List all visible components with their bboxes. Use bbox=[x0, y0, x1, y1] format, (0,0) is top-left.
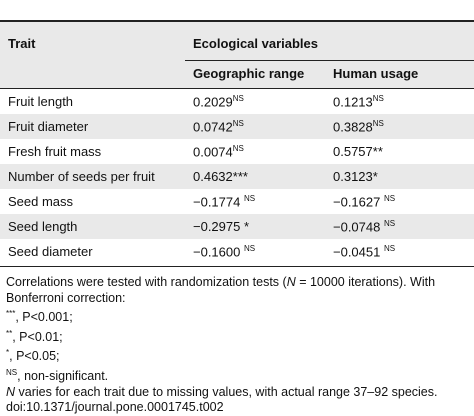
cell-significance: NS bbox=[243, 194, 256, 203]
legend-note: *, P<0.05; bbox=[6, 345, 472, 365]
legend-symbol: ** bbox=[6, 328, 13, 338]
cell: 0.0742NS bbox=[193, 119, 244, 134]
doi: doi:10.1371/journal.pone.0001745.t002 bbox=[6, 400, 224, 415]
cell-value: 0.2029 bbox=[193, 94, 233, 110]
legend-text: , P<0.001; bbox=[15, 310, 73, 325]
cell: 0.0074NS bbox=[193, 144, 244, 159]
trait: Seed length bbox=[8, 219, 78, 234]
cell-value: 0.5757** bbox=[333, 144, 383, 159]
cell: −0.1600 NS bbox=[193, 244, 255, 259]
header-group: Ecological variables bbox=[193, 36, 319, 51]
header-column: Geographic range bbox=[193, 66, 305, 81]
row-band bbox=[0, 114, 474, 139]
cell: 0.4632*** bbox=[193, 169, 248, 184]
cell-significance: NS bbox=[232, 94, 244, 103]
row-band bbox=[0, 214, 474, 239]
cell-significance: NS bbox=[383, 219, 396, 228]
legend-symbol: NS bbox=[6, 367, 18, 377]
legend-note: **, P<0.01; bbox=[6, 326, 472, 346]
cell-value: −0.0748 bbox=[333, 219, 384, 235]
cell-value: −0.1600 bbox=[193, 244, 244, 260]
cell-value: −0.1627 bbox=[333, 194, 384, 210]
cell: 0.3828NS bbox=[333, 119, 384, 134]
row-band bbox=[0, 164, 474, 189]
legend-text: , P<0.05; bbox=[9, 349, 60, 364]
legend-symbol: * bbox=[6, 348, 10, 358]
header-rule bbox=[0, 88, 474, 89]
cell-significance: NS bbox=[372, 119, 384, 128]
top-rule bbox=[0, 20, 474, 22]
header-column: Human usage bbox=[333, 66, 419, 81]
trait: Seed diameter bbox=[8, 244, 93, 259]
cell: −0.0748 NS bbox=[333, 219, 395, 234]
trait: Number of seeds per fruit bbox=[8, 169, 155, 184]
note-text: N bbox=[286, 275, 296, 289]
trait: Fruit length bbox=[8, 94, 74, 109]
header-trait: Trait bbox=[8, 36, 36, 51]
cell: 0.3123* bbox=[333, 169, 378, 184]
cell-significance: NS bbox=[243, 244, 256, 253]
cell: 0.2029NS bbox=[193, 94, 244, 109]
legend-text: , P<0.01; bbox=[12, 329, 63, 344]
cell-value: 0.3123* bbox=[333, 169, 378, 184]
cell-value: −0.2975 * bbox=[193, 219, 250, 234]
cell-value: −0.0451 bbox=[333, 244, 384, 260]
trait: Seed mass bbox=[8, 194, 74, 209]
cell-value: 0.3828 bbox=[333, 119, 373, 135]
trait: Fresh fruit mass bbox=[8, 144, 102, 159]
cell: 0.1213NS bbox=[333, 94, 384, 109]
header-band bbox=[0, 22, 474, 88]
note-text: Correlations were tested with randomizat… bbox=[6, 275, 287, 289]
bottom-rule bbox=[0, 266, 474, 267]
cell: −0.2975 * bbox=[193, 219, 249, 234]
cell-significance: NS bbox=[383, 194, 396, 203]
cell: −0.1627 NS bbox=[333, 194, 395, 209]
cell-value: 0.0742 bbox=[193, 119, 233, 135]
cell-significance: NS bbox=[383, 244, 396, 253]
cell-significance: NS bbox=[232, 144, 244, 153]
legend-text: , non-significant. bbox=[17, 369, 109, 384]
note-text: varies for each trait due to missing val… bbox=[15, 384, 438, 399]
footnotes: Correlations were tested with randomizat… bbox=[6, 275, 472, 416]
cell-value: 0.4632*** bbox=[193, 169, 248, 184]
note-text: = 10000 iterations). With Bonferroni cor… bbox=[6, 275, 436, 305]
trait: Fruit diameter bbox=[8, 119, 89, 134]
cell-significance: NS bbox=[232, 119, 244, 128]
cell-value: 0.0074 bbox=[193, 144, 233, 160]
note-text: N bbox=[6, 384, 16, 399]
group-rule bbox=[185, 60, 474, 61]
cell: −0.0451 NS bbox=[333, 244, 395, 259]
legend-symbol: *** bbox=[6, 309, 16, 318]
cell: −0.1774 NS bbox=[193, 194, 255, 209]
note: Correlations were tested with randomizat… bbox=[6, 275, 472, 306]
note: N varies for each trait due to missing v… bbox=[6, 385, 472, 401]
cell-significance: NS bbox=[372, 94, 384, 103]
cell-value: 0.1213 bbox=[333, 94, 373, 110]
cell-value: −0.1774 bbox=[193, 194, 244, 210]
legend-note: ***, P<0.001; bbox=[6, 306, 472, 326]
legend-note: NS, non-significant. bbox=[6, 365, 472, 385]
cell: 0.5757** bbox=[333, 144, 383, 159]
